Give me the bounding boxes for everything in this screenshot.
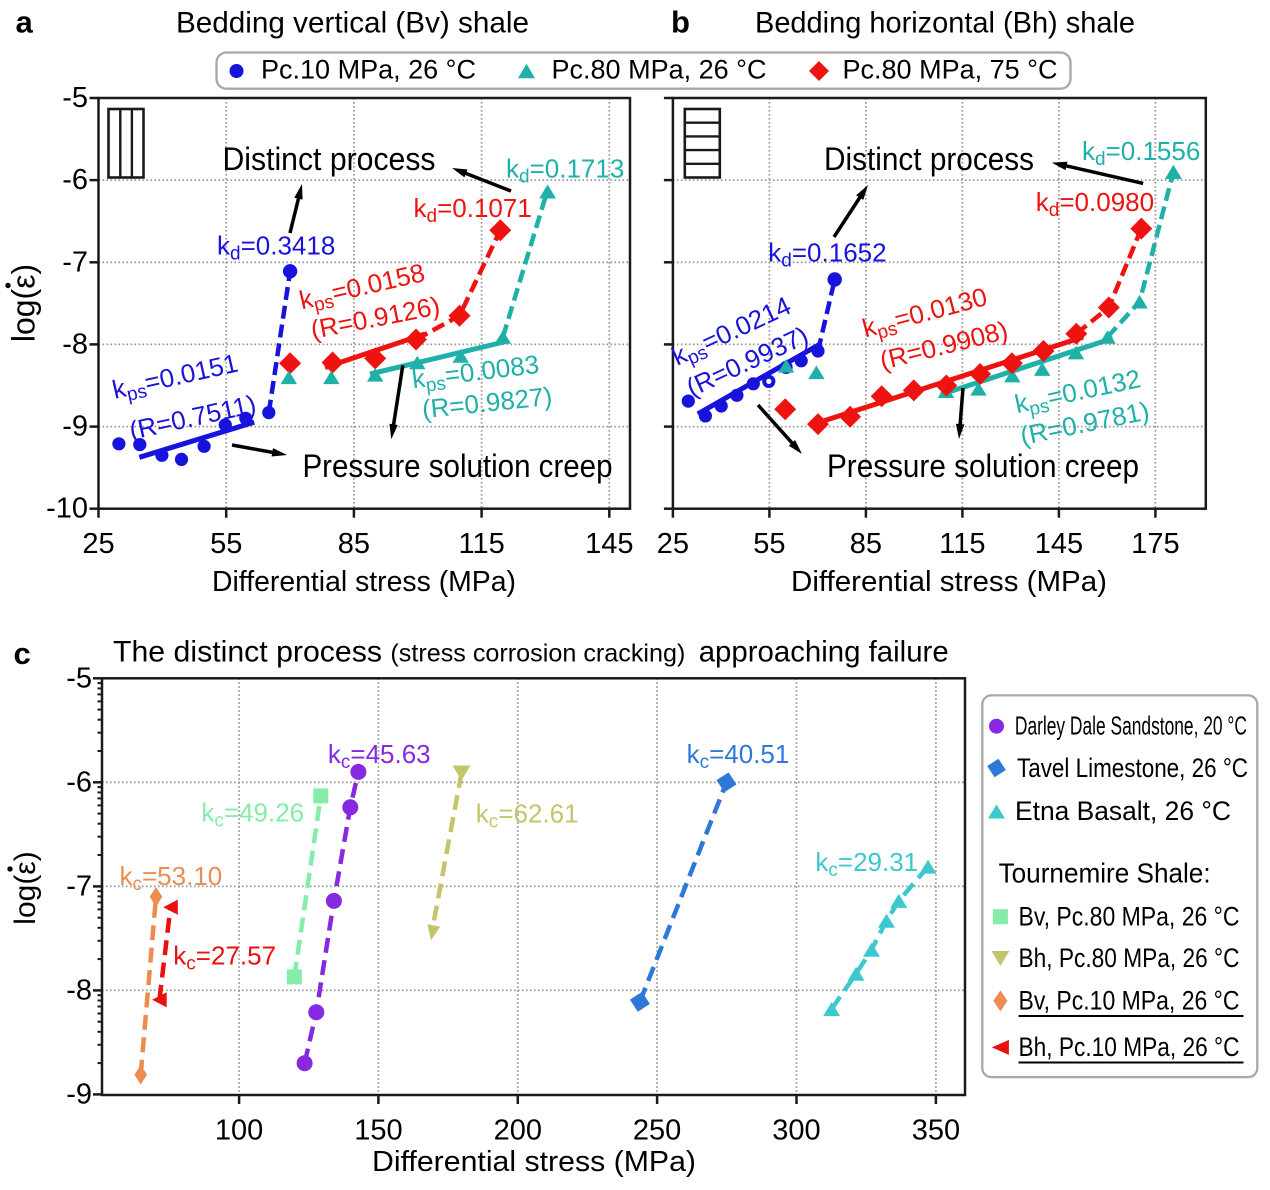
svg-text:(stress corrosion cracking): (stress corrosion cracking) bbox=[390, 640, 685, 668]
svg-text:85: 85 bbox=[338, 528, 370, 560]
svg-text:Differential stress (MPa): Differential stress (MPa) bbox=[212, 566, 516, 598]
svg-text:-9: -9 bbox=[66, 1078, 92, 1110]
svg-text:-8: -8 bbox=[62, 328, 88, 360]
svg-text:Bedding vertical (Bv) shale: Bedding vertical (Bv) shale bbox=[176, 6, 529, 39]
svg-text:Pressure solution creep: Pressure solution creep bbox=[303, 448, 613, 484]
svg-text:Pc.10 MPa, 26 °C: Pc.10 MPa, 26 °C bbox=[261, 54, 476, 84]
svg-text:200: 200 bbox=[494, 1115, 542, 1147]
svg-text:115: 115 bbox=[939, 528, 985, 560]
svg-text:Bv, Pc.10 MPa, 26 °C: Bv, Pc.10 MPa, 26 °C bbox=[1019, 986, 1240, 1016]
svg-text:kc=27.57: kc=27.57 bbox=[173, 941, 276, 975]
svg-text:-7: -7 bbox=[62, 246, 88, 278]
svg-text:175: 175 bbox=[1131, 528, 1179, 560]
svg-text:-6: -6 bbox=[66, 766, 92, 798]
svg-text:55: 55 bbox=[753, 528, 785, 560]
svg-text:a: a bbox=[16, 4, 34, 39]
svg-text:145: 145 bbox=[1035, 528, 1083, 560]
svg-text:b: b bbox=[671, 4, 690, 39]
svg-text:kc=45.63: kc=45.63 bbox=[328, 739, 431, 773]
svg-text:100: 100 bbox=[215, 1115, 263, 1147]
svg-text:Distinct process: Distinct process bbox=[223, 141, 436, 177]
svg-text:150: 150 bbox=[354, 1115, 402, 1147]
svg-text:Bv, Pc.80 MPa, 26 °C: Bv, Pc.80 MPa, 26 °C bbox=[1019, 902, 1240, 932]
svg-text:kc=49.26: kc=49.26 bbox=[201, 798, 304, 832]
svg-text:The distinct process: The distinct process bbox=[113, 636, 382, 669]
svg-text:-5: -5 bbox=[62, 82, 88, 114]
svg-text:-10: -10 bbox=[46, 493, 88, 525]
svg-text:c: c bbox=[14, 636, 31, 671]
svg-text:-8: -8 bbox=[66, 974, 92, 1006]
svg-text:Darley Dale Sandstone, 20 °C: Darley Dale Sandstone, 20 °C bbox=[1015, 711, 1247, 741]
svg-text:Bedding horizontal (Bh) shale: Bedding horizontal (Bh) shale bbox=[755, 6, 1135, 39]
svg-text:-7: -7 bbox=[66, 870, 92, 902]
svg-text:85: 85 bbox=[850, 528, 882, 560]
svg-text:approaching failure: approaching failure bbox=[699, 636, 949, 669]
svg-text:log(ε): log(ε) bbox=[9, 851, 42, 924]
svg-text:-6: -6 bbox=[62, 164, 88, 196]
svg-text:Pc.80 MPa, 26 °C: Pc.80 MPa, 26 °C bbox=[552, 54, 767, 84]
svg-text:25: 25 bbox=[82, 528, 114, 560]
svg-text:Differential stress (MPa): Differential stress (MPa) bbox=[372, 1146, 696, 1178]
svg-text:25: 25 bbox=[657, 528, 689, 560]
svg-text:kd=0.1713: kd=0.1713 bbox=[506, 154, 624, 188]
svg-text:-9: -9 bbox=[62, 411, 88, 443]
svg-text:Pressure solution creep: Pressure solution creep bbox=[827, 448, 1139, 484]
svg-text:145: 145 bbox=[585, 528, 633, 560]
svg-text:250: 250 bbox=[633, 1115, 681, 1147]
svg-text:Differential stress (MPa): Differential stress (MPa) bbox=[791, 566, 1107, 598]
svg-text:55: 55 bbox=[210, 528, 242, 560]
svg-text:Bh, Pc.80 MPa, 26 °C: Bh, Pc.80 MPa, 26 °C bbox=[1019, 943, 1240, 973]
svg-text:Tournemire Shale:: Tournemire Shale: bbox=[999, 858, 1211, 889]
svg-text:Bh, Pc.10 MPa, 26 °C: Bh, Pc.10 MPa, 26 °C bbox=[1019, 1032, 1240, 1062]
svg-text:kd=0.1556: kd=0.1556 bbox=[1082, 136, 1200, 170]
svg-text:log(ε): log(ε) bbox=[6, 264, 42, 342]
svg-text:115: 115 bbox=[458, 528, 504, 560]
svg-text:350: 350 bbox=[912, 1115, 960, 1147]
svg-text:-5: -5 bbox=[66, 662, 92, 694]
svg-text:Tavel Limestone, 26 °C: Tavel Limestone, 26 °C bbox=[1017, 753, 1248, 783]
svg-text:Distinct process: Distinct process bbox=[824, 141, 1034, 177]
svg-text:Etna Basalt, 26 °C: Etna Basalt, 26 °C bbox=[1015, 796, 1231, 826]
svg-text:Pc.80 MPa, 75 °C: Pc.80 MPa, 75 °C bbox=[843, 54, 1058, 84]
svg-text:300: 300 bbox=[772, 1115, 820, 1147]
